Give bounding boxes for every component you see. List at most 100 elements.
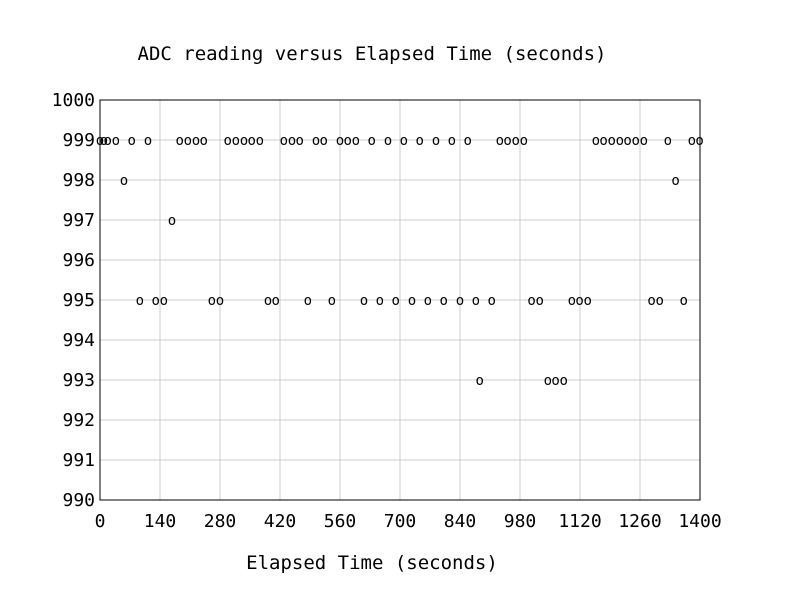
data-point: o: [487, 293, 495, 309]
y-ticks: 990 991 992 993 994 995 996 997 998 999 1000: [52, 90, 95, 511]
data-point: o: [472, 293, 480, 309]
x-tick-label: 1260: [618, 511, 661, 532]
data-point: o: [192, 133, 200, 149]
data-point: o: [592, 133, 600, 149]
data-point: o: [511, 133, 519, 149]
data-point: o: [328, 293, 336, 309]
data-point: o: [312, 133, 320, 149]
data-point: o: [520, 133, 528, 149]
x-tick-label: 700: [384, 511, 417, 532]
data-point: o: [544, 373, 552, 389]
y-tick-label: 996: [62, 250, 95, 271]
data-point: o: [671, 173, 679, 189]
data-point: o: [280, 133, 288, 149]
data-point: o: [448, 133, 456, 149]
x-tick-label: 1120: [558, 511, 601, 532]
data-point: o: [120, 173, 128, 189]
y-tick-label: 993: [62, 370, 95, 391]
x-tick-label: 280: [204, 511, 237, 532]
data-point: o: [367, 133, 375, 149]
data-point: o: [655, 293, 663, 309]
y-tick-label: 997: [62, 210, 95, 231]
data-point: o: [496, 133, 504, 149]
plot-frame: [99, 99, 701, 501]
data-point: o: [100, 133, 108, 149]
data-point: o: [415, 133, 423, 149]
data-point: o: [112, 133, 120, 149]
y-tick-label: 995: [62, 290, 95, 311]
data-point: o: [264, 293, 272, 309]
data-point: o: [151, 293, 159, 309]
data-point: o: [535, 293, 543, 309]
data-point: o: [103, 133, 111, 149]
data-point: o: [559, 373, 567, 389]
y-tick-label: 990: [62, 490, 95, 511]
data-point: o: [168, 213, 176, 229]
data-point: o: [391, 293, 399, 309]
data-point: o: [695, 133, 703, 149]
data-point: o: [360, 293, 368, 309]
data-point: o: [456, 293, 464, 309]
data-point: o: [551, 373, 559, 389]
data-point: o: [343, 133, 351, 149]
x-ticks: 0 140 280 420 560 700 840 980 1120 1260 1400: [95, 511, 722, 532]
data-point: o: [583, 293, 591, 309]
data-point: o: [616, 133, 624, 149]
data-point: o: [127, 133, 135, 149]
data-point: o: [256, 133, 264, 149]
x-tick-label: 140: [144, 511, 177, 532]
data-point: o: [336, 133, 344, 149]
data-point: o: [664, 133, 672, 149]
data-point: o: [568, 293, 576, 309]
data-point: o: [439, 293, 447, 309]
y-tick-label: 999: [62, 130, 95, 151]
data-point: o: [384, 133, 392, 149]
data-point: o: [623, 133, 631, 149]
data-point: o: [599, 133, 607, 149]
y-tick-label: 994: [62, 330, 95, 351]
data-point: o: [271, 293, 279, 309]
x-tick-label: 1400: [678, 511, 721, 532]
y-tick-label: 998: [62, 170, 95, 191]
data-point: o: [424, 293, 432, 309]
data-point: o: [208, 293, 216, 309]
data-point: o: [640, 133, 648, 149]
data-point: o: [400, 133, 408, 149]
data-point: o: [216, 293, 224, 309]
x-tick-label: 840: [444, 511, 477, 532]
data-point: o: [376, 293, 384, 309]
y-tick-label: 991: [62, 450, 95, 471]
data-point: o: [475, 373, 483, 389]
data-point: o: [223, 133, 231, 149]
data-point: o: [295, 133, 303, 149]
x-tick-label: 560: [324, 511, 357, 532]
data-point: o: [352, 133, 360, 149]
data-point: o: [319, 133, 327, 149]
data-point: o: [463, 133, 471, 149]
data-point: o: [136, 293, 144, 309]
data-point: o: [96, 133, 104, 149]
data-point: o: [679, 293, 687, 309]
y-tick-label: 1000: [52, 90, 95, 111]
data-point: o: [160, 293, 168, 309]
data-point: o: [288, 133, 296, 149]
data-point: o: [175, 133, 183, 149]
data-point: o: [144, 133, 152, 149]
x-tick-label: 420: [264, 511, 297, 532]
data-point: o: [184, 133, 192, 149]
data-point: o: [432, 133, 440, 149]
x-tick-label: 980: [504, 511, 537, 532]
data-point: o: [688, 133, 696, 149]
grid: [99, 99, 701, 501]
data-point: o: [247, 133, 255, 149]
data-point: o: [527, 293, 535, 309]
data-point: o: [408, 293, 416, 309]
chart-title: ADC reading versus Elapsed Time (seconds…: [138, 43, 607, 65]
data-point: o: [240, 133, 248, 149]
x-tick-label: 0: [95, 511, 106, 532]
data-point: o: [575, 293, 583, 309]
data-point: o: [503, 133, 511, 149]
y-tick-label: 992: [62, 410, 95, 431]
